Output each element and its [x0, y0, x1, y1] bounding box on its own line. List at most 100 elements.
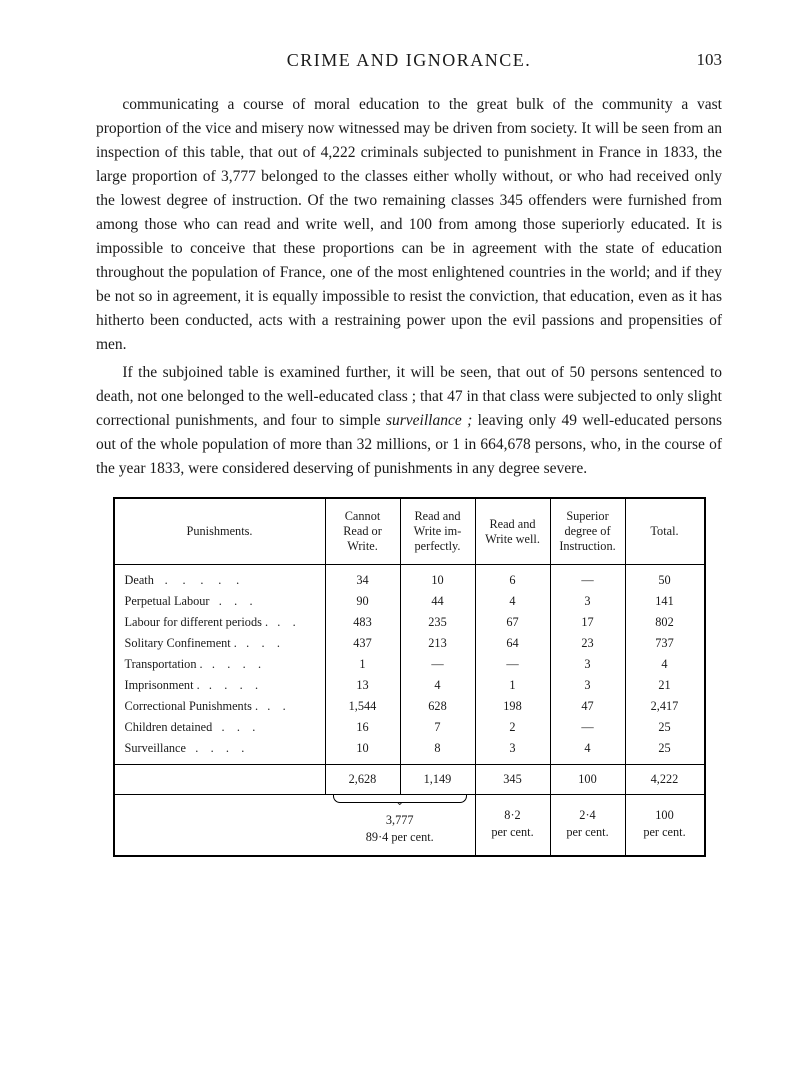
row-label: Surveillance	[125, 741, 186, 755]
cell: 628	[400, 696, 475, 717]
cell: 4	[550, 738, 625, 765]
cell: 1	[325, 654, 400, 675]
total-cell: 345	[475, 765, 550, 795]
row-label: Perpetual Labour	[125, 594, 210, 608]
subtotal-c5-l1: 100	[655, 808, 673, 822]
cell: 483	[325, 612, 400, 633]
table-row: Labour for different periods . 483 235 6…	[114, 612, 705, 633]
subtotal-c4-l2: per cent.	[566, 825, 608, 839]
subtotals-blank	[114, 795, 326, 857]
cell: 141	[625, 591, 705, 612]
subtotal-c4: 2·4 per cent.	[550, 795, 625, 857]
cell: 4	[625, 654, 705, 675]
subtotal-left-l1: 3,777	[386, 813, 414, 827]
cell: 4	[475, 591, 550, 612]
brace-icon: ⌄	[333, 795, 467, 805]
subtotal-c3-l1: 8·2	[504, 808, 520, 822]
col-total: Total.	[625, 498, 705, 565]
paragraph-2: If the subjoined table is examined furth…	[96, 361, 722, 481]
cell: 64	[475, 633, 550, 654]
table-row: Perpetual Labour 90 44 4 3 141	[114, 591, 705, 612]
total-cell: 100	[550, 765, 625, 795]
row-label: Imprisonment .	[125, 678, 200, 692]
cell: 10	[325, 738, 400, 765]
col-cannot: Cannot Read or Write.	[325, 498, 400, 565]
cell: 2	[475, 717, 550, 738]
row-label: Solitary Confinement .	[125, 636, 237, 650]
subtotal-c4-l1: 2·4	[579, 808, 595, 822]
cell: 34	[325, 565, 400, 592]
paragraph-1: communicating a course of moral educatio…	[96, 93, 722, 357]
table-body: Death 34 10 6 — 50 Perpetual Labour 90 4…	[114, 565, 705, 857]
total-cell: 1,149	[400, 765, 475, 795]
punishments-table: Punishments. Cannot Read or Write. Read …	[113, 497, 706, 857]
paragraph-2-em: surveillance ;	[386, 412, 472, 429]
col-superior: Superior degree of Instruction.	[550, 498, 625, 565]
row-label: Transportation .	[125, 657, 203, 671]
cell: 437	[325, 633, 400, 654]
row-label: Children detained	[125, 720, 213, 734]
cell: —	[475, 654, 550, 675]
cell: 802	[625, 612, 705, 633]
row-label: Correctional Punishments .	[125, 699, 259, 713]
cell: 16	[325, 717, 400, 738]
cell: 25	[625, 738, 705, 765]
cell: 3	[550, 654, 625, 675]
cell: 21	[625, 675, 705, 696]
cell: 198	[475, 696, 550, 717]
cell: —	[400, 654, 475, 675]
totals-row: 2,628 1,149 345 100 4,222	[114, 765, 705, 795]
row-label: Death	[125, 573, 154, 587]
cell: 2,417	[625, 696, 705, 717]
row-label: Labour for different periods .	[125, 615, 269, 629]
cell: 235	[400, 612, 475, 633]
totals-blank	[114, 765, 326, 795]
body-text: communicating a course of moral educatio…	[96, 93, 722, 481]
cell: 3	[550, 675, 625, 696]
cell: 10	[400, 565, 475, 592]
cell: 213	[400, 633, 475, 654]
cell: 90	[325, 591, 400, 612]
col-well: Read and Write well.	[475, 498, 550, 565]
cell: —	[550, 717, 625, 738]
cell: 4	[400, 675, 475, 696]
cell: 44	[400, 591, 475, 612]
table-row: Death 34 10 6 — 50	[114, 565, 705, 592]
subtotal-c5-l2: per cent.	[643, 825, 685, 839]
page-number: 103	[697, 50, 723, 70]
cell: 1,544	[325, 696, 400, 717]
cell: 47	[550, 696, 625, 717]
total-cell: 2,628	[325, 765, 400, 795]
cell: 3	[550, 591, 625, 612]
cell: 1	[475, 675, 550, 696]
cell: 8	[400, 738, 475, 765]
cell: 737	[625, 633, 705, 654]
cell: 50	[625, 565, 705, 592]
total-cell: 4,222	[625, 765, 705, 795]
table-wrap: Punishments. Cannot Read or Write. Read …	[96, 497, 722, 857]
cell: —	[550, 565, 625, 592]
cell: 67	[475, 612, 550, 633]
col-imperfect: Read and Write im-perfectly.	[400, 498, 475, 565]
table-row: Correctional Punishments . 1,544 628 198…	[114, 696, 705, 717]
subtotal-left: ⌄ 3,777 89·4 per cent.	[325, 795, 475, 857]
cell: 17	[550, 612, 625, 633]
page-header: CRIME AND IGNORANCE. 103	[96, 50, 722, 71]
col-punishments: Punishments.	[114, 498, 326, 565]
subtotal-c3-l2: per cent.	[491, 825, 533, 839]
subtotal-c5: 100 per cent.	[625, 795, 705, 857]
table-row: Solitary Confinement . 437 213 64 23 737	[114, 633, 705, 654]
cell: 25	[625, 717, 705, 738]
header-title: CRIME AND IGNORANCE.	[287, 50, 532, 71]
table-row: Transportation . 1 — — 3 4	[114, 654, 705, 675]
table-header-row: Punishments. Cannot Read or Write. Read …	[114, 498, 705, 565]
table-row: Surveillance 10 8 3 4 25	[114, 738, 705, 765]
table-row: Imprisonment . 13 4 1 3 21	[114, 675, 705, 696]
cell: 6	[475, 565, 550, 592]
table-row: Children detained 16 7 2 — 25	[114, 717, 705, 738]
subtotal-c3: 8·2 per cent.	[475, 795, 550, 857]
cell: 3	[475, 738, 550, 765]
cell: 23	[550, 633, 625, 654]
subtotals-row: ⌄ 3,777 89·4 per cent. 8·2 per cent. 2·4…	[114, 795, 705, 857]
cell: 7	[400, 717, 475, 738]
